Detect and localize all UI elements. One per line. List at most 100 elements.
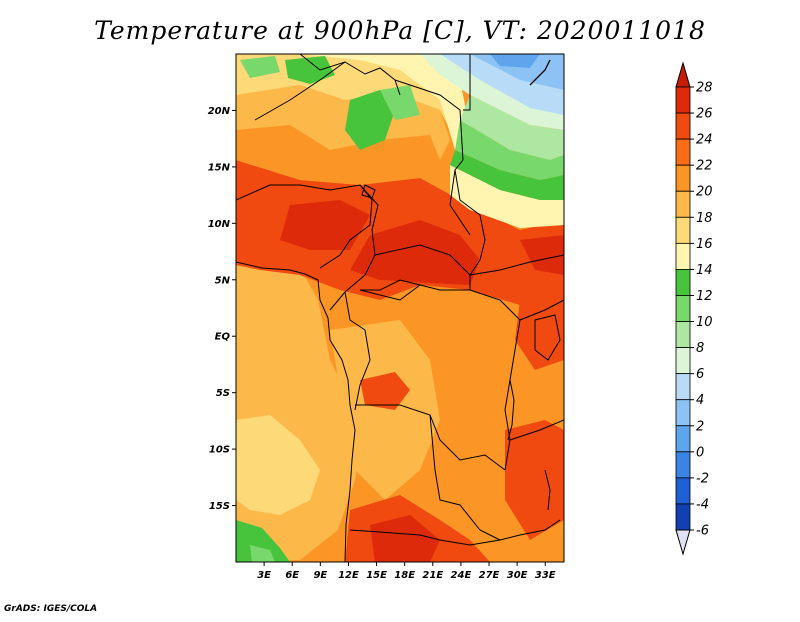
border-drc-south (355, 404, 506, 471)
axis-ticks (232, 109, 546, 566)
field-nw-12 (380, 85, 420, 120)
lake-malawi (544, 469, 551, 511)
colorbar-label: 28 (696, 81, 713, 96)
border-congo (344, 291, 371, 411)
colorbar-segment (675, 216, 691, 244)
lat-label: 5N (215, 275, 231, 286)
lon-label: 3E (257, 570, 271, 581)
lake-chad (361, 184, 376, 199)
lat-label: 15N (208, 162, 231, 173)
lon-label: 21E (422, 570, 443, 581)
field-east-26 (505, 420, 564, 540)
colorbar-label: 16 (696, 237, 713, 252)
field-nhot-28c (520, 235, 564, 275)
colorbar-segment (675, 321, 691, 348)
lat-label: 10N (208, 219, 231, 230)
colorbar-segment (675, 138, 691, 166)
colorbar-label: -4 (696, 497, 709, 512)
colorbar-label: 20 (696, 185, 713, 200)
lon-label: 24E (451, 570, 472, 581)
lat-label: 15S (209, 501, 230, 512)
colorbar-segment (675, 112, 691, 140)
field-nhot-28a (280, 200, 370, 250)
country-borders (236, 54, 564, 562)
border-sahara-2 (254, 61, 346, 121)
colorbar-segment (675, 347, 691, 375)
colorbar-label: 4 (696, 393, 704, 408)
border-chad-sudan (454, 169, 486, 276)
lon-label: 9E (313, 570, 327, 581)
field-ne-16 (450, 165, 564, 228)
colorbar-label: 14 (696, 263, 713, 278)
colorbar-label: 0 (696, 445, 704, 460)
colorbar-segment (675, 269, 691, 296)
lon-label: 6E (285, 570, 299, 581)
colorbar-segment (675, 477, 691, 505)
border-car (360, 244, 471, 291)
border-east-africa-2 (509, 419, 564, 441)
colorbar-label: 18 (696, 211, 713, 226)
colorbar-label: 12 (696, 289, 713, 304)
lat-label: EQ (215, 332, 231, 343)
field-ne-4 (470, 54, 564, 90)
field-south-28 (370, 515, 440, 562)
colorbar-segment (675, 164, 691, 192)
chart-title: Temperature at 900hPa [C], VT: 202001101… (94, 16, 706, 45)
field-sw-18 (236, 415, 320, 515)
border-angola-zambia (429, 414, 501, 541)
field-ne-12 (455, 120, 564, 180)
coastline-west-africa (236, 261, 356, 562)
colorbar-segment (675, 190, 691, 218)
lake-victoria (534, 314, 561, 361)
lake-tanganyika (507, 379, 515, 441)
colorbar-segment (675, 399, 691, 427)
temperature-field (236, 54, 564, 562)
field-nhot-28b (350, 220, 480, 285)
colorbar-segment (675, 242, 691, 270)
colorbar-label: 24 (696, 133, 713, 148)
field-lake-26 (515, 290, 564, 370)
grads-credit: GrADS: IGES/COLA (4, 604, 98, 614)
lat-label: 20N (208, 106, 231, 117)
colorbar-label: -6 (696, 524, 709, 539)
latitude-labels: 20N 15N 10N 5N EQ 5S 10S 15S (208, 106, 231, 512)
border-drc-north (359, 284, 421, 301)
lon-label: 27E (479, 570, 500, 581)
field-nw-14 (345, 90, 395, 150)
field-nw-14b (285, 56, 335, 84)
colorbar-label: 22 (696, 159, 713, 174)
field-n-24 (236, 125, 450, 185)
border-ne-egypt (463, 54, 471, 111)
lon-label: 30E (507, 570, 528, 581)
border-east-africa-1 (519, 299, 564, 321)
lon-label: 18E (394, 570, 415, 581)
longitude-labels: 3E 6E 9E 12E 15E 18E 21E 24E 27E 30E 33E (257, 570, 556, 581)
border-sudan-ss (469, 254, 564, 276)
colorbar-label: 10 (696, 315, 713, 330)
field-sw-14 (236, 520, 290, 562)
colorbar-bottom-arrow (675, 529, 691, 556)
field-ne-14 (450, 150, 564, 200)
border-zambia-mozambique (499, 519, 561, 541)
colorbar-segment (675, 295, 691, 322)
colorbar-segment (675, 86, 691, 114)
lat-label: 10S (209, 445, 230, 456)
map-frame (235, 53, 565, 563)
field-center-26 (360, 372, 410, 410)
colorbar-label: 26 (696, 107, 713, 122)
field-n-16 (300, 54, 470, 150)
lon-label: 15E (366, 570, 387, 581)
colorbar-segment (675, 425, 691, 453)
lat-label: 5S (216, 388, 230, 399)
colorbar-label: -2 (696, 471, 709, 486)
border-nigeria (236, 184, 373, 269)
colorbar-segment (675, 373, 691, 401)
colorbar-segment (675, 503, 691, 531)
field-center-22 (330, 320, 440, 500)
lon-label: 12E (338, 570, 359, 581)
colorbar-label: 8 (696, 341, 704, 356)
lon-label: 33E (535, 570, 556, 581)
field-ne-10 (460, 95, 564, 160)
